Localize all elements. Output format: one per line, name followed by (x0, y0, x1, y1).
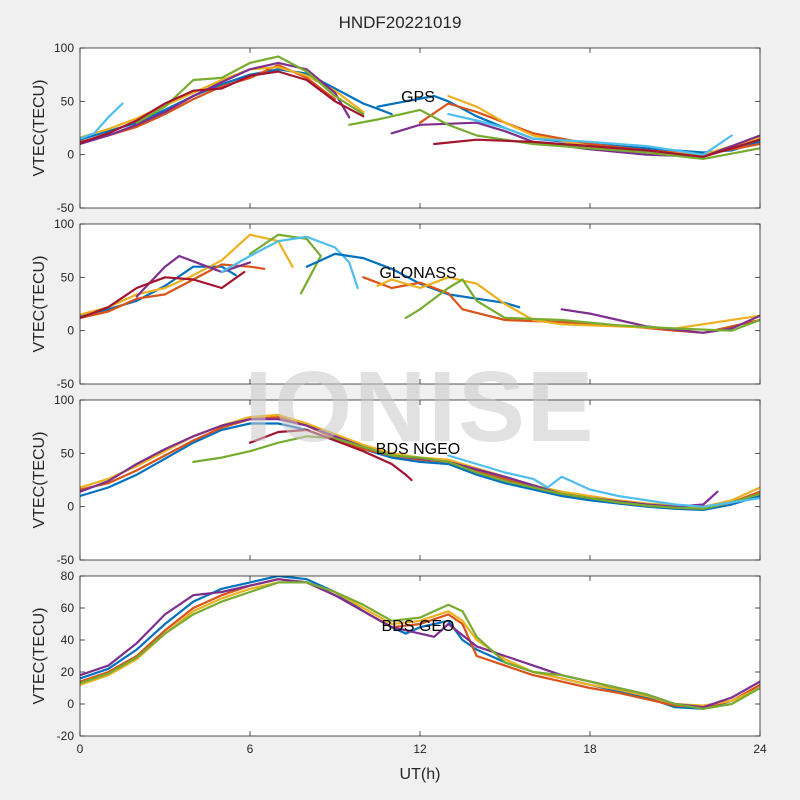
series-line (80, 581, 760, 707)
panel-annotation: BDS GEO (382, 618, 455, 635)
series-line (220, 235, 359, 290)
axes-background (80, 576, 760, 736)
x-axis-label: UT(h) (400, 766, 441, 783)
y-axis-label: VTEC(TECU) (31, 432, 48, 529)
series-line (80, 581, 760, 710)
series-group (80, 233, 760, 334)
series-line (404, 278, 760, 332)
y-tick-label: 20 (61, 665, 75, 679)
series-line (80, 102, 124, 140)
series-line (433, 138, 760, 158)
series-line (248, 233, 322, 295)
y-tick-label: -50 (57, 377, 75, 391)
series-line (80, 61, 351, 146)
x-tick-label: 24 (753, 742, 767, 756)
x-tick-label: 18 (583, 742, 597, 756)
series-line (80, 233, 294, 316)
series-line (135, 55, 365, 124)
y-tick-label: 40 (61, 633, 75, 647)
panel-annotation: BDS NGEO (376, 441, 460, 458)
x-tick-label: 12 (413, 742, 427, 756)
x-tick-label: 0 (77, 742, 84, 756)
panel-gps: -50 0 50 100 VTEC(TECU) GPS (31, 41, 761, 215)
y-axis-label: VTEC(TECU) (31, 608, 48, 705)
series-line (80, 578, 760, 709)
y-tick-label: 50 (61, 94, 75, 108)
series-group (80, 55, 760, 160)
y-axis-label: VTEC(TECU) (31, 80, 48, 177)
y-tick-label: 50 (61, 446, 75, 460)
y-tick-label: 100 (54, 217, 74, 231)
series-line (80, 265, 237, 317)
y-tick-label: 0 (67, 324, 74, 338)
series-group (80, 576, 760, 710)
y-tick-label: -20 (57, 729, 75, 743)
series-line (80, 68, 393, 141)
y-axis-label: VTEC(TECU) (31, 256, 48, 353)
series-line (447, 454, 760, 508)
y-tick-label: -50 (57, 553, 75, 567)
y-tick-label: 0 (67, 148, 74, 162)
y-tick-label: 50 (61, 270, 75, 284)
axes-background (80, 400, 760, 560)
series-line (248, 428, 413, 482)
y-tick-label: 0 (67, 697, 74, 711)
figure-title: HNDF20221019 (338, 13, 462, 32)
y-tick-label: 60 (61, 601, 75, 615)
y-tick-label: -50 (57, 201, 75, 215)
axes-background (80, 224, 760, 384)
y-tick-label: 0 (67, 500, 74, 514)
series-line (447, 113, 733, 156)
series-group (80, 413, 760, 511)
series-line (80, 576, 760, 710)
panel-annotation: GPS (401, 89, 435, 106)
series-line (80, 263, 266, 319)
axes-background (80, 48, 760, 208)
series-line (80, 70, 365, 144)
series-line (80, 270, 246, 319)
panel-bds-ngeo: -50 0 50 100 VTEC(TECU) BDS NGEO (31, 393, 761, 567)
series-line (192, 435, 760, 510)
y-tick-label: 80 (61, 569, 75, 583)
x-tick-label: 6 (247, 742, 254, 756)
panel-glonass: -50 0 50 100 VTEC(TECU) GLONASS (31, 217, 761, 391)
panel-annotation: GLONASS (379, 265, 456, 282)
y-tick-label: 100 (54, 393, 74, 407)
y-tick-label: 100 (54, 41, 74, 55)
